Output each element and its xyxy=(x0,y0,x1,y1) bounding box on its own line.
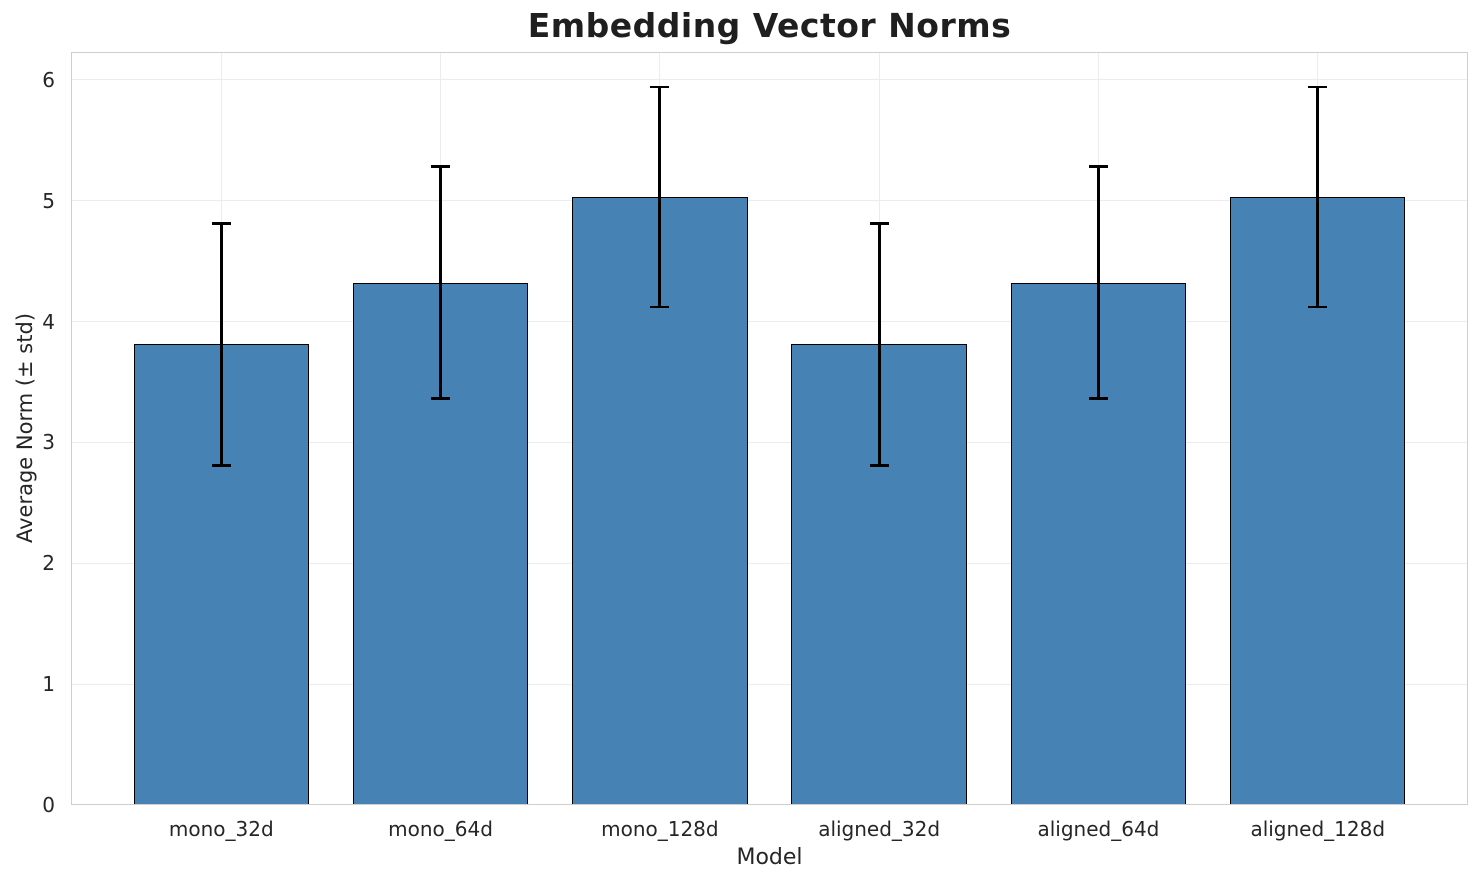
grid-line-horizontal xyxy=(71,683,1468,685)
y-tick-label-2: 2 xyxy=(42,551,55,576)
error-bar-cap-top-mono_32d xyxy=(211,222,231,226)
grid-line-horizontal xyxy=(71,79,1468,81)
error-bar-stem-aligned_64d xyxy=(1097,166,1100,399)
x-tick-label-mono_64d: mono_64d xyxy=(388,817,493,841)
x-tick-label-aligned_64d: aligned_64d xyxy=(1037,817,1160,841)
error-bar-cap-bottom-mono_128d xyxy=(650,305,670,309)
error-bar-stem-mono_64d xyxy=(439,166,442,399)
chart-title: Embedding Vector Norms xyxy=(527,6,1012,45)
error-bar-stem-mono_128d xyxy=(658,87,662,308)
grid-line-horizontal xyxy=(71,320,1468,323)
error-bar-cap-bottom-aligned_128d xyxy=(1308,305,1328,309)
error-bar-cap-top-aligned_128d xyxy=(1308,85,1328,89)
y-tick-label-6: 6 xyxy=(42,67,55,92)
error-bar-cap-top-mono_128d xyxy=(650,85,670,89)
y-tick-label-5: 5 xyxy=(42,188,55,213)
y-axis-label: Average Norm (± std) xyxy=(13,312,37,544)
y-tick-label-1: 1 xyxy=(42,672,55,697)
y-tick-label-4: 4 xyxy=(42,309,55,334)
grid-line-horizontal xyxy=(71,200,1468,202)
x-tick-label-aligned_128d: aligned_128d xyxy=(1250,817,1386,841)
x-axis-label: Model xyxy=(736,845,803,870)
error-bar-cap-bottom-mono_64d xyxy=(430,397,451,401)
grid-line-horizontal xyxy=(71,441,1468,443)
x-tick-label-mono_32d: mono_32d xyxy=(168,817,274,841)
y-tick-label-3: 3 xyxy=(42,430,55,455)
error-bar-cap-bottom-mono_32d xyxy=(211,463,231,467)
error-bar-stem-aligned_32d xyxy=(877,223,881,466)
grid-line-horizontal xyxy=(71,562,1468,564)
x-tick-label-aligned_32d: aligned_32d xyxy=(818,817,941,841)
error-bar-cap-top-aligned_32d xyxy=(869,222,889,226)
x-tick-label-mono_128d: mono_128d xyxy=(601,817,719,841)
error-bar-stem-aligned_128d xyxy=(1316,87,1320,308)
error-bar-cap-bottom-aligned_64d xyxy=(1088,397,1109,401)
error-bar-cap-bottom-aligned_32d xyxy=(869,463,889,467)
error-bar-cap-top-aligned_64d xyxy=(1088,165,1109,169)
y-tick-label-0: 0 xyxy=(42,793,55,817)
error-bar-stem-mono_32d xyxy=(219,223,223,466)
error-bar-cap-top-mono_64d xyxy=(430,165,451,169)
